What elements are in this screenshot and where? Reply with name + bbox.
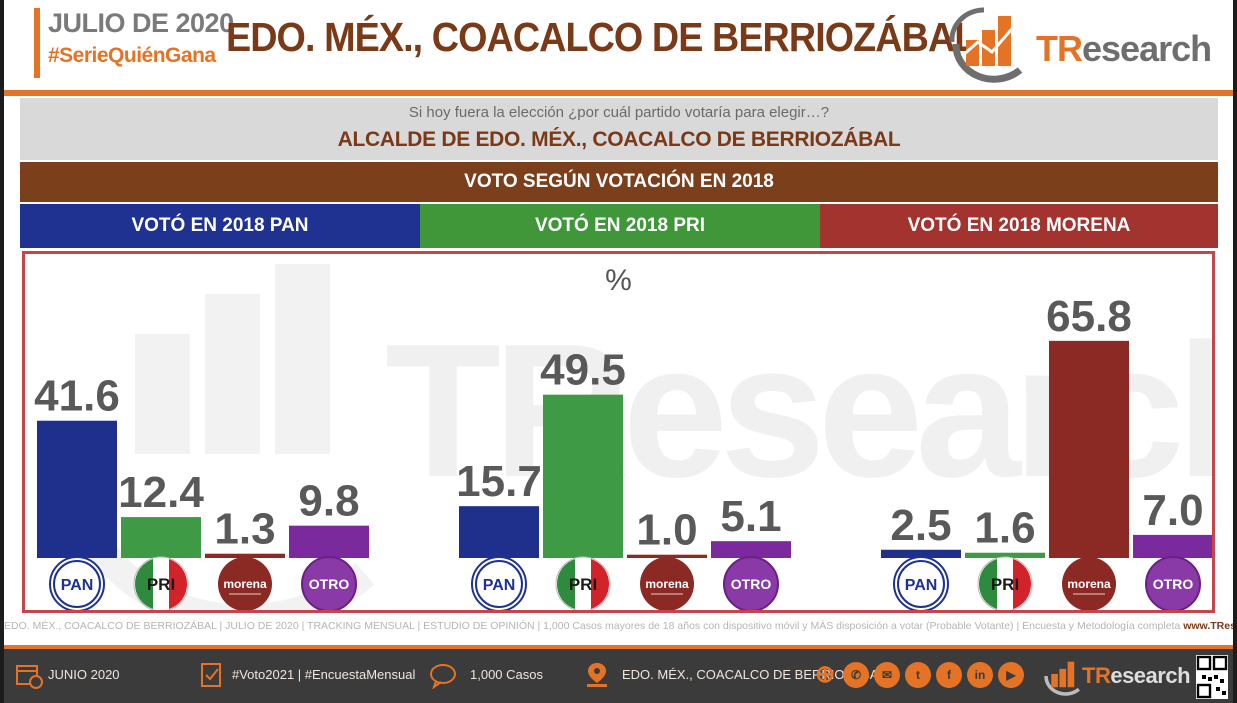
logo-text-tr: TR	[1036, 28, 1083, 69]
footer-cases: 1,000 Casos	[470, 667, 543, 682]
group-header-pan: VOTÓ EN 2018 PAN	[20, 204, 420, 248]
pri-logo-text: PRI	[147, 575, 175, 594]
value-label-pri-group-0: 12.4	[118, 468, 204, 517]
footer-wordmark: TResearch	[1082, 663, 1191, 689]
footer-date: JUNIO 2020	[48, 667, 120, 682]
otro-logo-text: OTRO	[731, 576, 772, 592]
value-label-pri-group-1: 49.5	[540, 346, 626, 395]
otro-party-logo-2: OTRO	[1145, 556, 1201, 610]
page-title: EDO. MÉX., COACALCO DE BERRIOZÁBAL	[226, 14, 977, 60]
value-label-otro-group-1: 5.1	[720, 492, 781, 541]
pri-logo-text: PRI	[991, 575, 1019, 594]
footer-bar: JUNIO 2020 #Voto2021 | #EncuestaMensual …	[4, 645, 1233, 703]
bar-otro-group-0	[289, 525, 369, 558]
phone-icon[interactable]: ✆	[843, 662, 869, 688]
value-label-pan-group-2: 2.5	[890, 501, 951, 550]
calendar-icon	[16, 665, 43, 689]
header-accent-bar	[34, 8, 40, 78]
location-pin-icon	[587, 663, 607, 687]
morena-party-logo-1: morena	[640, 557, 694, 610]
bar-pan-group-1	[459, 506, 539, 558]
chart-panel: TResearch % 41.6 PAN 12.4 PRI 1.3 morena 9.8 OT…	[22, 251, 1215, 613]
qr-code-icon[interactable]	[1196, 655, 1228, 699]
otro-party-logo-0: OTRO	[301, 556, 357, 610]
header-date: JULIO DE 2020	[48, 8, 234, 38]
unit-label: %	[605, 264, 632, 297]
bar-morena-group-2	[1049, 340, 1129, 558]
value-label-otro-group-0: 9.8	[298, 477, 359, 526]
value-label-morena-group-0: 1.3	[214, 505, 275, 554]
otro-logo-text: OTRO	[1153, 576, 1194, 592]
group-header-morena: VOTÓ EN 2018 MORENA	[820, 204, 1218, 248]
bar-pri-group-0	[121, 517, 201, 558]
bar-chart: 41.6 PAN 12.4 PRI 1.3 morena 9.8 OTRO 15.7 PAN 49.…	[34, 292, 1212, 610]
pri-party-logo-2: PRI	[977, 556, 1033, 610]
value-label-pri-group-2: 1.6	[974, 504, 1035, 553]
series-hashtag: #SerieQuiénGana	[48, 44, 216, 67]
pan-party-logo-0: PAN	[49, 556, 105, 610]
footer-logo-icon	[1044, 661, 1080, 696]
youtube-icon[interactable]: ▶	[998, 662, 1024, 688]
pri-logo-text: PRI	[569, 575, 597, 594]
pan-party-logo-2: PAN	[893, 556, 949, 610]
pan-logo-text: PAN	[483, 577, 516, 594]
footer-logo-tr: TR	[1082, 663, 1111, 688]
email-icon[interactable]: ✉	[874, 662, 900, 688]
otro-party-logo-1: OTRO	[723, 556, 779, 610]
header: JULIO DE 2020 #SerieQuiénGana EDO. MÉX.,…	[4, 0, 1233, 96]
linkedin-icon[interactable]: in	[967, 662, 993, 688]
bar-otro-group-2	[1133, 534, 1212, 558]
value-label-otro-group-2: 7.0	[1142, 486, 1203, 535]
chat-icon	[430, 664, 456, 689]
value-label-morena-group-1: 1.0	[636, 506, 697, 555]
footnote-link[interactable]: www.TResearch.Mx	[1183, 620, 1233, 632]
bar-pan-group-0	[37, 420, 117, 558]
logo-text-esearch: esearch	[1082, 28, 1212, 69]
value-label-pan-group-1: 15.7	[456, 457, 542, 506]
bar-pri-group-1	[543, 394, 623, 558]
ballot-icon	[201, 663, 221, 687]
bar-morena-group-1	[627, 554, 707, 558]
web-icon[interactable]: ⊕	[814, 661, 836, 688]
facebook-icon[interactable]: f	[936, 662, 962, 688]
value-label-morena-group-2: 65.8	[1046, 292, 1132, 341]
value-label-pan-group-0: 41.6	[34, 372, 120, 421]
morena-logo-text: morena	[223, 577, 267, 591]
office-title: ALCALDE DE EDO. MÉX., COACALCO DE BERRIO…	[337, 128, 901, 151]
morena-party-logo-0: morena	[218, 557, 272, 610]
chart-subtitle: VOTO SEGÚN VOTACIÓN EN 2018	[20, 162, 1218, 202]
question-band: Si hoy fuera la elección ¿por cuál parti…	[20, 98, 1218, 160]
footnote-text: EDO. MÉX., COACALCO DE BERRIOZÁBAL | JUL…	[4, 620, 1184, 632]
methodology-footnote: EDO. MÉX., COACALCO DE BERRIOZÁBAL | JUL…	[4, 620, 1233, 632]
bar-otro-group-1	[711, 541, 791, 558]
survey-question: Si hoy fuera la elección ¿por cuál parti…	[408, 104, 830, 121]
pan-logo-text: PAN	[61, 577, 94, 594]
group-header-pri: VOTÓ EN 2018 PRI	[420, 204, 820, 248]
pan-logo-text: PAN	[905, 577, 938, 594]
morena-party-logo-2: morena	[1062, 557, 1116, 610]
bar-pan-group-2	[881, 549, 961, 558]
infographic: JULIO DE 2020 #SerieQuiénGana EDO. MÉX.,…	[4, 0, 1233, 703]
pan-party-logo-1: PAN	[471, 556, 527, 610]
footer-logo-esearch: esearch	[1110, 663, 1191, 688]
pri-party-logo-1: PRI	[555, 556, 611, 610]
bar-pri-group-2	[965, 552, 1045, 558]
pri-party-logo-0: PRI	[133, 556, 189, 610]
tresearch-logo-icon	[949, 7, 1023, 83]
bar-morena-group-0	[205, 553, 285, 558]
morena-logo-text: morena	[1067, 577, 1111, 591]
twitter-icon[interactable]: t	[905, 662, 931, 688]
tresearch-wordmark: TResearch	[1036, 28, 1212, 70]
tresearch-logo: TResearch	[944, 4, 1229, 84]
footer-location: EDO. MÉX., COACALCO DE BERRIOZÁBAL	[622, 667, 886, 682]
otro-logo-text: OTRO	[309, 576, 350, 592]
morena-logo-text: morena	[645, 577, 689, 591]
footer-hashtags: #Voto2021 | #EncuestaMensual	[232, 667, 416, 682]
